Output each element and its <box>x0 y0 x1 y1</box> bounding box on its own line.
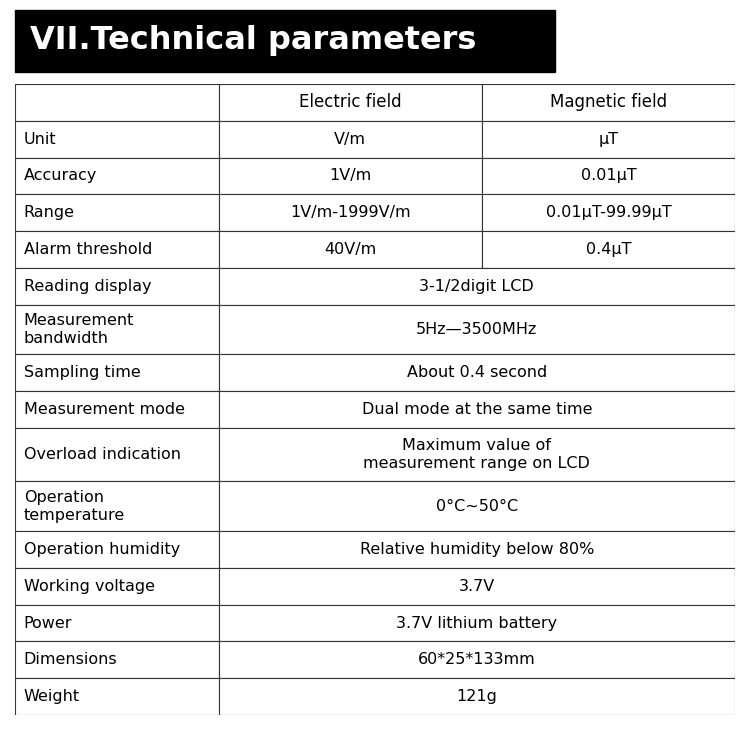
Bar <box>218 481 735 531</box>
Text: 40V/m: 40V/m <box>324 242 376 257</box>
Bar <box>218 642 735 678</box>
Text: 60*25*133mm: 60*25*133mm <box>418 653 536 667</box>
Bar <box>15 428 218 481</box>
Bar <box>15 194 218 231</box>
Text: Dimensions: Dimensions <box>24 653 117 667</box>
Text: Alarm threshold: Alarm threshold <box>24 242 152 257</box>
Bar <box>15 304 218 355</box>
Bar <box>482 231 735 268</box>
Text: 3.7V: 3.7V <box>459 579 495 593</box>
Text: Dual mode at the same time: Dual mode at the same time <box>362 402 592 417</box>
Bar <box>15 391 218 428</box>
Text: 0.01μT: 0.01μT <box>580 169 636 183</box>
Text: Operation humidity: Operation humidity <box>24 542 180 557</box>
Text: 0.4μT: 0.4μT <box>586 242 632 257</box>
Text: 5Hz—3500MHz: 5Hz—3500MHz <box>416 322 538 337</box>
Text: 3-1/2digit LCD: 3-1/2digit LCD <box>419 279 534 294</box>
Bar <box>482 158 735 194</box>
Bar <box>15 355 218 391</box>
Bar <box>218 194 482 231</box>
Text: 0°C~50°C: 0°C~50°C <box>436 499 517 514</box>
Text: VII.Technical parameters: VII.Technical parameters <box>30 26 476 56</box>
Bar <box>482 84 735 120</box>
Bar <box>482 194 735 231</box>
Text: Unit: Unit <box>24 131 56 147</box>
Text: Overload indication: Overload indication <box>24 447 181 462</box>
Bar <box>15 481 218 531</box>
Bar <box>218 120 482 158</box>
Bar <box>15 568 218 604</box>
Bar <box>218 355 735 391</box>
Text: 0.01μT-99.99μT: 0.01μT-99.99μT <box>545 205 671 220</box>
Bar <box>218 304 735 355</box>
Text: Operation
temperature: Operation temperature <box>24 490 125 523</box>
Bar <box>218 568 735 604</box>
Bar <box>218 231 482 268</box>
Text: About 0.4 second: About 0.4 second <box>406 365 547 380</box>
Text: Maximum value of
measurement range on LCD: Maximum value of measurement range on LC… <box>363 438 590 471</box>
Bar <box>218 391 735 428</box>
Text: 3.7V lithium battery: 3.7V lithium battery <box>396 615 557 631</box>
Text: Reading display: Reading display <box>24 279 152 294</box>
Text: Measurement mode: Measurement mode <box>24 402 184 417</box>
Bar <box>15 84 218 120</box>
Bar <box>218 531 735 568</box>
Text: Weight: Weight <box>24 689 80 704</box>
Bar <box>15 604 218 642</box>
Bar <box>15 231 218 268</box>
Text: V/m: V/m <box>334 131 366 147</box>
Bar <box>218 428 735 481</box>
Bar <box>218 678 735 715</box>
Text: 121g: 121g <box>456 689 497 704</box>
Text: Power: Power <box>24 615 72 631</box>
Text: Accuracy: Accuracy <box>24 169 97 183</box>
Text: Magnetic field: Magnetic field <box>550 93 667 112</box>
Bar <box>218 158 482 194</box>
Text: Electric field: Electric field <box>298 93 401 112</box>
Bar <box>218 268 735 304</box>
Bar <box>15 268 218 304</box>
Text: 1V/m: 1V/m <box>329 169 371 183</box>
Text: Sampling time: Sampling time <box>24 365 140 380</box>
Bar <box>15 158 218 194</box>
Text: Measurement
bandwidth: Measurement bandwidth <box>24 313 134 346</box>
Bar <box>15 642 218 678</box>
Bar <box>15 120 218 158</box>
Bar <box>482 120 735 158</box>
Bar <box>218 84 482 120</box>
Text: Relative humidity below 80%: Relative humidity below 80% <box>359 542 594 557</box>
Text: 1V/m-1999V/m: 1V/m-1999V/m <box>290 205 410 220</box>
Text: Working voltage: Working voltage <box>24 579 154 593</box>
Bar <box>218 604 735 642</box>
Text: μT: μT <box>598 131 619 147</box>
Bar <box>15 531 218 568</box>
Bar <box>15 678 218 715</box>
Text: Range: Range <box>24 205 75 220</box>
